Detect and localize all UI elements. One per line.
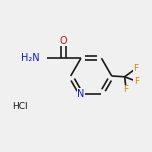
Text: F: F bbox=[134, 77, 139, 86]
Text: N: N bbox=[77, 89, 85, 99]
Text: F: F bbox=[133, 64, 139, 73]
Text: O: O bbox=[60, 36, 67, 46]
Text: H₂N: H₂N bbox=[21, 53, 40, 63]
Text: HCl: HCl bbox=[12, 102, 28, 111]
Text: F: F bbox=[124, 85, 129, 94]
